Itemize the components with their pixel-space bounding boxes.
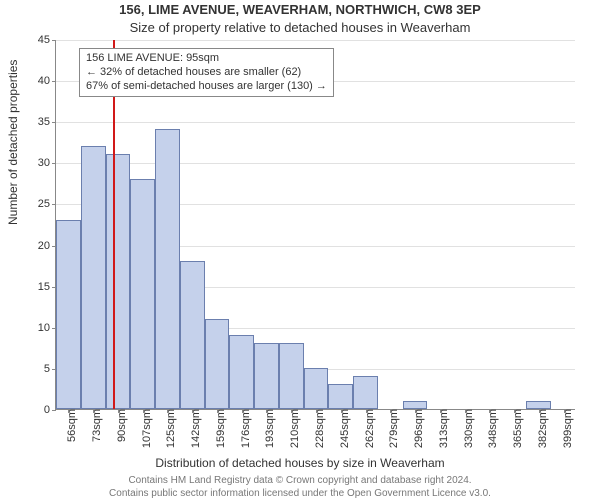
gridline: [56, 40, 575, 41]
x-tick-label: 296sqm: [411, 409, 425, 448]
x-tick-label: 348sqm: [485, 409, 499, 448]
chart-title-line2: Size of property relative to detached ho…: [0, 20, 600, 35]
chart-title-line1: 156, LIME AVENUE, WEAVERHAM, NORTHWICH, …: [0, 2, 600, 17]
x-tick-label: 125sqm: [163, 409, 177, 448]
histogram-bar: [205, 319, 230, 409]
annotation-line: 67% of semi-detached houses are larger (…: [86, 80, 327, 94]
histogram-bar: [353, 376, 378, 409]
x-tick-label: 382sqm: [535, 409, 549, 448]
histogram-bar: [180, 261, 205, 409]
x-axis-label: Distribution of detached houses by size …: [0, 456, 600, 470]
annotation-line: ← 32% of detached houses are smaller (62…: [86, 66, 327, 80]
y-tick-label: 45: [38, 34, 56, 46]
x-tick-label: 56sqm: [64, 409, 78, 442]
histogram-bar: [254, 343, 279, 409]
x-tick-label: 245sqm: [337, 409, 351, 448]
gridline: [56, 122, 575, 123]
histogram-bar: [328, 384, 353, 409]
plot-area: 05101520253035404556sqm73sqm90sqm107sqm1…: [55, 40, 575, 410]
x-tick-label: 228sqm: [312, 409, 326, 448]
x-tick-label: 142sqm: [188, 409, 202, 448]
histogram-bar: [106, 154, 131, 409]
histogram-bar: [130, 179, 155, 409]
histogram-bar: [229, 335, 254, 409]
x-tick-label: 176sqm: [238, 409, 252, 448]
annotation-line: 156 LIME AVENUE: 95sqm: [86, 52, 327, 66]
y-axis-label: Number of detached properties: [6, 60, 20, 225]
y-tick-label: 20: [38, 240, 56, 252]
x-tick-label: 107sqm: [139, 409, 153, 448]
y-tick-label: 25: [38, 198, 56, 210]
chart-container: 156, LIME AVENUE, WEAVERHAM, NORTHWICH, …: [0, 0, 600, 500]
histogram-bar: [81, 146, 106, 409]
histogram-bar: [403, 401, 428, 409]
x-tick-label: 193sqm: [262, 409, 276, 448]
x-tick-label: 313sqm: [436, 409, 450, 448]
annotation-box: 156 LIME AVENUE: 95sqm ← 32% of detached…: [79, 48, 334, 97]
x-tick-label: 365sqm: [510, 409, 524, 448]
y-tick-label: 40: [38, 75, 56, 87]
y-tick-label: 15: [38, 281, 56, 293]
y-tick-label: 30: [38, 157, 56, 169]
y-tick-label: 0: [44, 404, 56, 416]
histogram-bar: [526, 401, 551, 409]
x-tick-label: 399sqm: [560, 409, 574, 448]
x-tick-label: 262sqm: [362, 409, 376, 448]
x-tick-label: 159sqm: [213, 409, 227, 448]
x-tick-label: 210sqm: [287, 409, 301, 448]
y-tick-label: 35: [38, 116, 56, 128]
gridline: [56, 163, 575, 164]
footer-line-1: Contains HM Land Registry data © Crown c…: [0, 475, 600, 486]
histogram-bar: [155, 129, 180, 409]
x-tick-label: 90sqm: [114, 409, 128, 442]
histogram-bar: [56, 220, 81, 409]
x-tick-label: 330sqm: [461, 409, 475, 448]
footer-line-2: Contains public sector information licen…: [0, 488, 600, 499]
histogram-bar: [279, 343, 304, 409]
y-tick-label: 5: [44, 363, 56, 375]
x-tick-label: 73sqm: [89, 409, 103, 442]
histogram-bar: [304, 368, 329, 409]
y-tick-label: 10: [38, 322, 56, 334]
x-tick-label: 279sqm: [386, 409, 400, 448]
